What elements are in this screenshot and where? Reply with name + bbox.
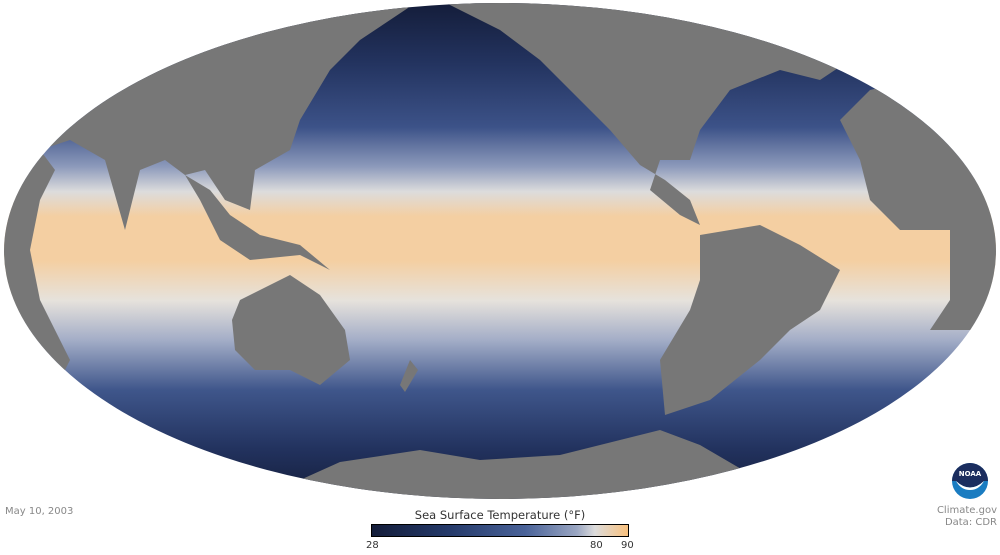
land-new-zealand [400,360,418,392]
credit: Climate.gov Data: CDR [937,505,997,529]
legend-tick-max: 90 [621,540,634,551]
land-australia [232,275,350,385]
svg-text:NOAA: NOAA [959,470,982,478]
legend-title: Sea Surface Temperature (°F) [414,508,586,522]
legend-tick-min: 28 [366,540,379,551]
credit-site: Climate.gov [936,505,997,516]
land-southeast-asia [185,175,330,270]
land-south-america [660,225,840,415]
land-greenland [820,3,930,80]
credit-data-source: Data: CDR [944,517,997,528]
legend-colorbar [371,524,629,537]
legend-tick-80: 80 [590,540,603,551]
noaa-logo: NOAA [952,463,988,499]
sst-map [4,3,996,499]
date-label: May 10, 2003 [5,506,74,517]
land-north-america [440,3,996,225]
